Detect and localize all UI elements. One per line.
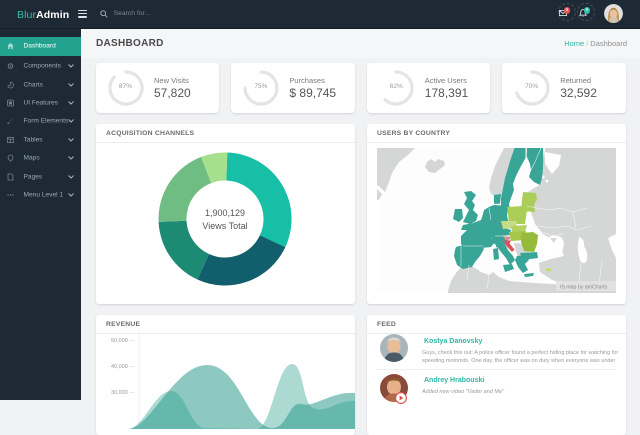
svg-text:IS map by amCharts: IS map by amCharts bbox=[560, 285, 608, 291]
